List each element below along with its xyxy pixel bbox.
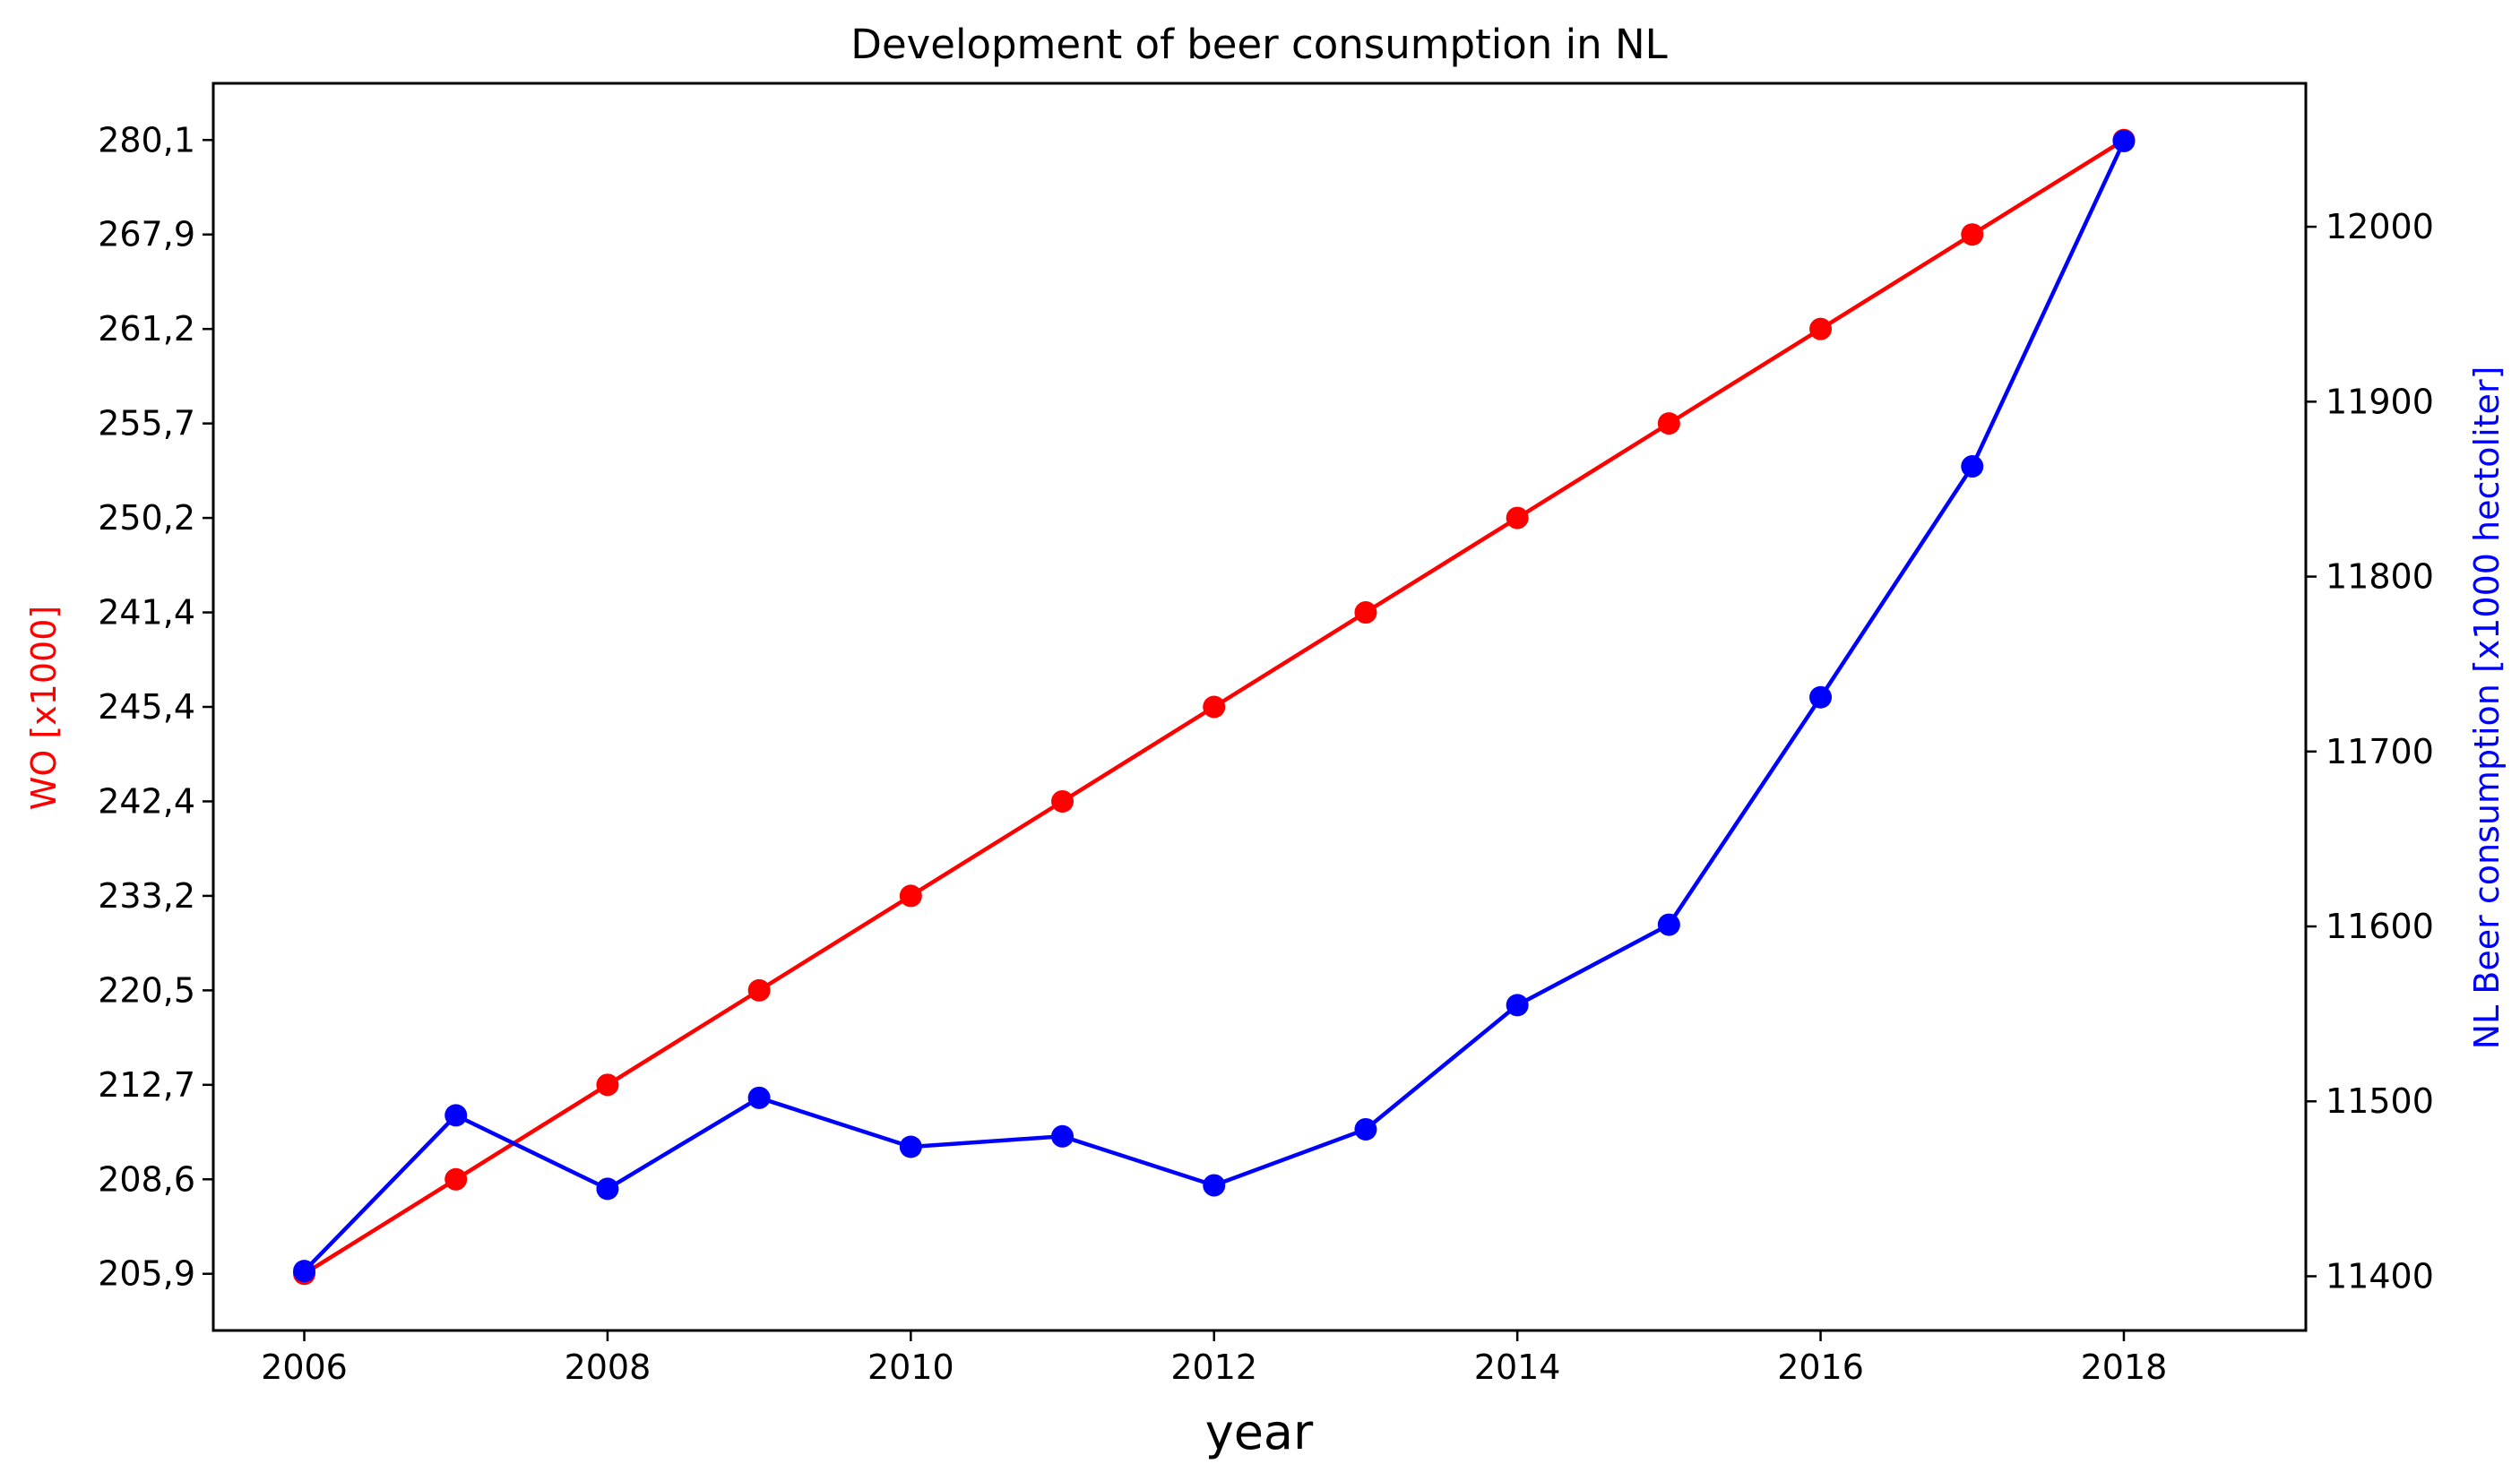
beer-series-point bbox=[899, 1135, 922, 1158]
wo-series-point bbox=[444, 1167, 468, 1191]
beer-series-point bbox=[1657, 913, 1680, 936]
x-tick-label: 2016 bbox=[1777, 1348, 1864, 1387]
wo-series-point bbox=[1506, 506, 1529, 530]
x-tick-label: 2012 bbox=[1170, 1348, 1257, 1387]
y-left-tick-label: 250,2 bbox=[98, 498, 195, 538]
beer-series-point bbox=[1961, 455, 1984, 478]
beer-series-point bbox=[1809, 685, 1833, 709]
y-right-tick-label: 11700 bbox=[2326, 732, 2434, 771]
wo-series-point bbox=[1657, 412, 1680, 435]
y-axis-right-label: NL Beer consumption [x1000 hectoliter] bbox=[2467, 366, 2507, 1050]
beer-series-point bbox=[293, 1260, 316, 1283]
y-left-tick-label: 212,7 bbox=[98, 1065, 195, 1105]
wo-series-point bbox=[1203, 695, 1226, 719]
wo-series-point bbox=[1354, 601, 1377, 624]
y-left-tick-label: 245,4 bbox=[98, 687, 195, 727]
y-left-tick-label: 267,9 bbox=[98, 215, 195, 254]
y-right-tick-label: 11400 bbox=[2326, 1256, 2434, 1296]
y-right-tick-label: 11500 bbox=[2326, 1081, 2434, 1121]
wo-series-point bbox=[1961, 223, 1984, 246]
beer-series-point bbox=[596, 1177, 619, 1201]
wo-series-point bbox=[596, 1073, 619, 1097]
y-left-tick-label: 205,9 bbox=[98, 1254, 195, 1294]
plot-frame bbox=[211, 82, 2308, 1332]
y-left-tick-label: 261,2 bbox=[98, 309, 195, 349]
beer-series-point bbox=[1203, 1174, 1226, 1197]
wo-series-point bbox=[899, 884, 922, 908]
y-left-tick-label: 233,2 bbox=[98, 876, 195, 916]
x-tick-label: 2014 bbox=[1474, 1348, 1561, 1387]
wo-series-point bbox=[1051, 789, 1074, 813]
y-axis-left-label: WO [x1000] bbox=[24, 606, 64, 810]
beer-series-point bbox=[1354, 1117, 1377, 1141]
y-left-tick-label: 208,6 bbox=[98, 1159, 195, 1199]
x-axis-label: year bbox=[1205, 1404, 1314, 1460]
x-tick-label: 2010 bbox=[867, 1348, 954, 1387]
y-left-tick-label: 241,4 bbox=[98, 593, 195, 633]
y-left-tick-label: 255,7 bbox=[98, 404, 195, 443]
beer-series-point bbox=[1506, 994, 1529, 1017]
beer-series-point bbox=[2112, 129, 2136, 152]
x-tick-label: 2008 bbox=[565, 1348, 652, 1387]
y-right-tick-label: 12000 bbox=[2326, 207, 2434, 246]
plot-area: 2006 2008 2010 2012 2014 2016 2018 205,9 208,6 21… bbox=[98, 120, 2434, 1387]
y-left-tick-label: 280,1 bbox=[98, 120, 195, 159]
y-right-tick-label: 11600 bbox=[2326, 907, 2434, 946]
beer-series-point bbox=[444, 1104, 468, 1127]
y-right-tick-label: 11900 bbox=[2326, 382, 2434, 421]
chart-title: Development of beer consumption in NL bbox=[850, 21, 1667, 68]
beer-series-point bbox=[747, 1086, 771, 1109]
wo-series-point bbox=[747, 978, 771, 1002]
wo-series-point bbox=[1809, 317, 1833, 340]
x-tick-label: 2018 bbox=[2081, 1348, 2168, 1387]
y-right-tick-label: 11800 bbox=[2326, 557, 2434, 597]
x-tick-label: 2006 bbox=[261, 1348, 348, 1387]
y-left-tick-label: 220,5 bbox=[98, 970, 195, 1010]
y-left-tick-label: 242,4 bbox=[98, 781, 195, 821]
beer-series-point bbox=[1051, 1124, 1074, 1148]
